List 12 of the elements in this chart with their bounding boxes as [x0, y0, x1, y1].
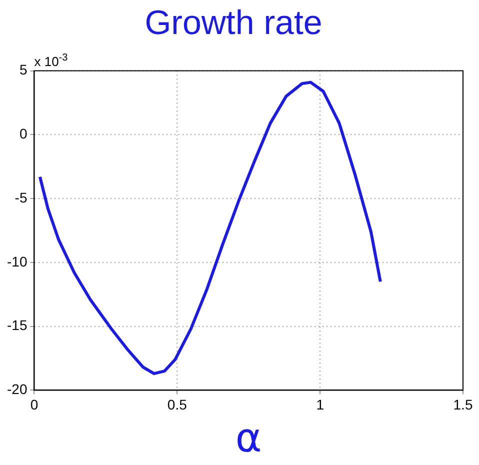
chart-title: Growth rate: [144, 4, 322, 42]
y-tick-label: -10: [7, 253, 28, 270]
y-tick-label: -20: [7, 381, 28, 398]
x-tick-label: 1.5: [453, 396, 473, 412]
x-tick-label: 1: [316, 396, 324, 412]
y-tick-label: -15: [7, 317, 28, 334]
x-tick-label: 0: [30, 396, 38, 412]
x-tick-label: 0.5: [167, 396, 188, 412]
y-tick-label: 5: [19, 62, 28, 78]
x-axis-title: α: [235, 415, 262, 462]
y-tick-label: -5: [14, 189, 28, 206]
y-tick-label: 0: [19, 126, 28, 142]
